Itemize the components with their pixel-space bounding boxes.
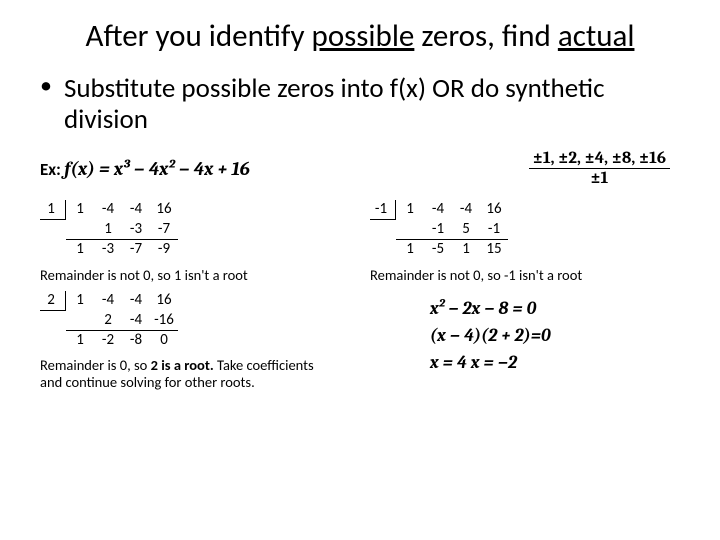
ex-label: Ex: [40,159,61,180]
rational-zeros-fraction: ±1, ±2, ±4, ±8, ±16 ±1 [529,149,670,188]
divisor-2: -1 [370,200,396,220]
polynomial: f(x) = x³ − 4x² − 4x + 16 [64,158,250,180]
equation-row: Ex: f(x) = x³ − 4x² − 4x + 16 ±1, ±2, ±4… [40,149,680,188]
slide-title: After you identify possible zeros, find … [40,18,680,55]
fraction-denominator: ±1 [586,169,612,188]
factor-line-3: x = 4 x = −2 [430,349,680,376]
synthetic-division-1: 1 1 -4 -4 16 1 -3 -7 1 -3 -7 -9 Remainde… [40,200,350,283]
fraction-numerator: ±1, ±2, ±4, ±8, ±16 [529,149,670,169]
divisor-1: 1 [40,200,66,220]
factoring-block: x² − 2x − 8 = 0 (x − 4)(2 + 2)=0 x = 4 x… [370,291,680,391]
factor-line-1: x² − 2x − 8 = 0 [430,295,680,322]
note-2: Remainder is not 0, so -1 isn't a root [370,267,660,284]
bullet-dot: • [40,73,52,99]
synthetic-division-3: 2 1 -4 -4 16 2 -4 -16 1 -2 -8 0 Re [40,291,350,391]
factor-line-2: (x − 4)(2 + 2)=0 [430,322,680,349]
note-3: Remainder is 0, so 2 is a root. Take coe… [40,357,330,390]
divisor-3: 2 [40,291,66,311]
synthetic-division-2: -1 1 -4 -4 16 -1 5 -1 1 -5 1 15 Remainde… [370,200,680,283]
bullet-text: Substitute possible zeros into f(x) OR d… [64,73,680,135]
bullet-item: • Substitute possible zeros into f(x) OR… [40,73,680,135]
note-1: Remainder is not 0, so 1 isn't a root [40,267,330,284]
